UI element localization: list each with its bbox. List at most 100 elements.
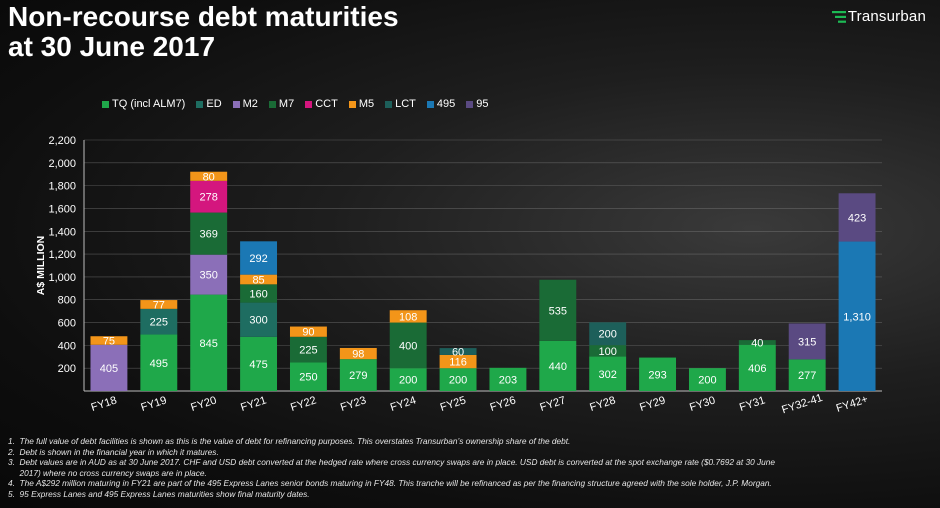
x-tick-label: FY19 [140,394,169,414]
x-tick-label: FY42+ [835,393,870,415]
data-label: 77 [153,299,165,311]
y-tick-label: 200 [58,363,76,375]
y-tick-label: 1,200 [48,249,76,261]
bar-segment-fy31-tq-incl-alm7 [738,344,776,391]
data-label: 200 [698,375,716,387]
bar-segment-fy19-ed [140,308,178,335]
bar-segment-fy18-m5 [90,336,128,345]
data-label: 60 [452,347,464,359]
data-label: 475 [249,359,267,371]
legend-label: TQ (incl ALM7) [112,98,186,110]
data-label: 75 [103,336,115,348]
y-tick-label: 1,400 [48,226,76,238]
data-label: 85 [252,274,264,286]
legend-label: ED [206,98,222,110]
data-label: 406 [748,363,766,375]
bar-segment-fy20-m7 [190,212,228,255]
legend-item-ed: ED [196,98,222,110]
transurban-logo: Transurban [831,8,926,25]
bar-segment-fy25-lct [439,348,477,355]
legend-item-tq-incl-alm7: TQ (incl ALM7) [102,98,185,110]
bar-segment-fy19-m5 [140,300,178,309]
bar-segment-fy32-41-95 [788,323,826,360]
bar-segment-fy22-m7 [289,336,327,363]
data-label: 108 [399,311,417,323]
data-label: 405 [100,363,118,375]
legend-swatch [232,100,240,108]
x-tick-label: FY30 [688,394,717,414]
data-label: 200 [599,329,617,341]
x-tick-label: FY27 [539,394,568,414]
y-tick-label: 2,200 [48,135,76,147]
data-label: 300 [249,315,267,327]
data-label: 250 [299,372,317,384]
data-label: 160 [249,288,267,300]
legend-swatch [196,100,204,108]
y-tick-label: 1,000 [48,272,76,284]
x-tick-label: FY25 [439,394,468,414]
bar-segment-fy32-41-tq-incl-alm7 [788,359,826,391]
legend-label: LCT [395,98,416,110]
legend-label: 495 [436,98,456,110]
bar-segment-fy20-m5 [190,171,228,181]
bar-segment-fy24-m5 [389,310,427,323]
footnotes: 1. The full value of debt facilities is … [8,436,928,499]
bar-segment-fy21-ed [240,302,278,337]
data-label: 292 [249,253,267,265]
legend-swatch [348,100,356,108]
data-label: 225 [150,317,168,329]
bar-segment-fy24-tq-incl-alm7 [389,368,427,391]
y-tick-label: 2,000 [48,158,76,170]
bar-segment-fy30-tq-incl-alm7 [688,368,726,391]
bar-segment-fy21-495 [240,241,278,275]
footnote: 2017) where no cross currency swaps are … [8,467,207,478]
data-label: 495 [150,358,168,370]
bar-segment-fy23-tq-incl-alm7 [339,359,377,391]
data-label: 200 [399,375,417,387]
data-label: 302 [599,369,617,381]
x-tick-label: FY20 [189,394,218,414]
bar-segment-fy28-tq-incl-alm7 [589,356,627,391]
data-label: 203 [499,374,517,386]
page-title: Non-recourse debt maturities at 30 June … [8,2,399,62]
data-label: 277 [798,370,816,382]
legend-swatch [385,100,393,108]
bar-segment-fy20-tq-incl-alm7 [190,294,228,391]
title-line-2: at 30 June 2017 [8,31,216,62]
data-label: 90 [302,327,314,339]
x-tick-label: FY21 [239,394,268,414]
y-tick-label: 400 [58,340,76,352]
bar-segment-fy27-m7 [539,279,577,341]
bar-segment-fy19-tq-incl-alm7 [140,334,178,391]
data-label: 350 [200,270,218,282]
debt-maturities-chart: 200 400 600 800 1,000 1,200 1,400 1,600 1,800 2,0… [48,135,882,415]
data-label: 279 [349,370,367,382]
bar-segment-fy21-m5 [240,274,278,285]
logo-text: Transurban [847,8,926,25]
title-line-1: Non-recourse debt maturities [8,1,399,32]
legend-item-lct: LCT [385,98,416,110]
legend-swatch [305,100,313,108]
y-tick-label: 1,600 [48,203,76,215]
legend-item-495: 495 [426,98,456,110]
bar-segment-fy26-tq-incl-alm7 [489,367,527,391]
legend-swatch [466,100,474,108]
data-label: 98 [352,349,364,361]
legend-item-95: 95 [466,98,488,110]
x-tick-label: FY22 [289,394,318,414]
x-tick-label: FY29 [638,394,667,414]
legend-label: M5 [358,98,375,110]
footnote: 4. The A$292 million maturing in FY21 ar… [8,478,772,488]
legend-label: M7 [278,98,295,110]
bar-segment-fy28-lct [589,322,627,346]
footnote: 5. 95 Express Lanes and 495 Express Lane… [8,488,310,499]
y-tick-label: 600 [58,318,76,330]
chart-legend: TQ (incl ALM7) ED M2 M7 CCT M5 LCT 495 95 [102,98,488,110]
x-tick-label: FY18 [90,394,119,414]
bar-segment-fy22-tq-incl-alm7 [289,362,327,391]
legend-swatch [268,100,276,108]
bar-segment-fy27-tq-incl-alm7 [539,340,577,391]
bar-segment-fy31-m7 [738,340,776,345]
data-label: 40 [751,337,763,349]
footnote: 1. The full value of debt facilities is … [8,436,571,446]
